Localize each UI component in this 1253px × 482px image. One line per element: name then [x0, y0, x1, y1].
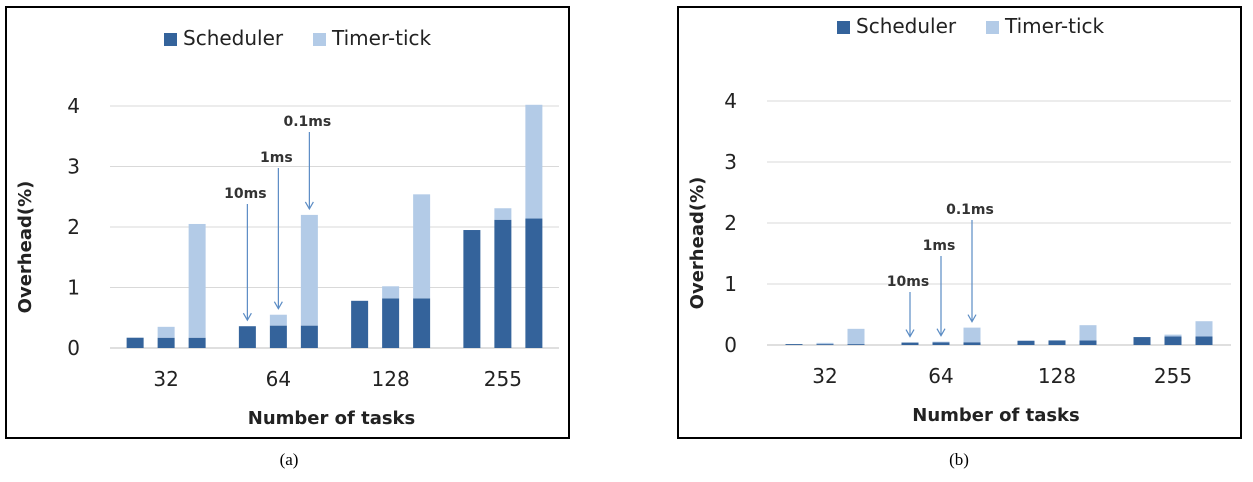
scheduler-bar-segment — [351, 300, 369, 348]
scheduler-bar-segment — [126, 337, 144, 348]
timer-tick-bar-segment — [525, 104, 543, 219]
annotation-label: 0.1ms — [284, 114, 332, 130]
y-tick-label: 4 — [724, 89, 737, 113]
timer-tick-bar-segment — [382, 286, 400, 299]
timer-tick-bar-segment — [413, 194, 431, 299]
timer-tick-bar-segment — [847, 328, 865, 345]
timer-tick-bar-segment — [932, 341, 950, 343]
annotation-label: 0.1ms — [946, 202, 994, 218]
timer-tick-bar-segment — [157, 326, 175, 338]
scheduler-bar-segment — [238, 326, 256, 348]
scheduler-bar-segment — [816, 344, 834, 345]
scheduler-bar-segment — [1164, 336, 1182, 345]
timer-tick-bar-segment — [300, 214, 318, 326]
y-tick-label: 1 — [724, 272, 737, 296]
scheduler-bar-segment — [525, 218, 543, 348]
chart-panel-b: 0 1 2 3 4 32 64 128 255 Number of tasks Overhead(%… — [677, 6, 1242, 439]
annotation-label: 1ms — [260, 150, 293, 166]
y-axis-title: Overhead(%) — [15, 181, 36, 314]
scheduler-bar-segment — [1133, 337, 1151, 345]
scheduler-bar-segment — [847, 344, 865, 345]
annotation-arrow-head — [967, 314, 977, 323]
caption-b: (b) — [949, 450, 969, 469]
legend-swatch-scheduler — [837, 21, 850, 34]
stacked-bar-chart-b: 0 1 2 3 4 32 64 128 255 Number of tasks Overhead(%… — [687, 14, 1231, 426]
scheduler-bar-segment — [300, 325, 318, 348]
annotation-arrow-head — [273, 301, 283, 310]
scheduler-bar-segment — [963, 342, 981, 345]
annotation-arrow-head — [905, 329, 915, 338]
legend-label-timer-tick: Timer-tick — [331, 26, 432, 50]
y-tick-label: 2 — [67, 215, 80, 239]
annotation-arrow-head — [242, 312, 252, 322]
x-axis-title: Number of tasks — [912, 405, 1079, 426]
x-tick-label: 255 — [484, 367, 522, 391]
scheduler-bar-segment — [1195, 336, 1213, 345]
annotation-arrow-head — [936, 328, 946, 337]
legend-label-scheduler: Scheduler — [856, 14, 957, 38]
y-tick-label: 1 — [67, 276, 80, 300]
scheduler-bar-segment — [901, 342, 919, 345]
scheduler-bar-segment — [382, 298, 400, 348]
timer-tick-bar-segment — [494, 208, 512, 220]
scheduler-bar-segment — [932, 342, 950, 345]
y-tick-label: 3 — [724, 150, 737, 174]
stacked-bar-chart-a: 0 1 2 3 4 32 64 128 255 Number of tasks Overhead(%… — [15, 26, 559, 429]
legend-label-timer-tick: Timer-tick — [1004, 14, 1105, 38]
x-tick-label: 128 — [1038, 364, 1076, 388]
scheduler-bar-segment — [785, 344, 803, 345]
timer-tick-bar-segment — [1195, 321, 1213, 337]
scheduler-bar-segment — [188, 337, 206, 348]
legend-swatch-timer-tick — [986, 21, 999, 34]
chart-panel-a: 0 1 2 3 4 32 64 128 255 Number of tasks Overhead(%… — [5, 6, 570, 439]
annotation-label: 1ms — [923, 238, 956, 254]
timer-tick-bar-segment — [963, 327, 981, 343]
timer-tick-bar-segment — [188, 223, 206, 338]
timer-tick-bar-segment — [1079, 325, 1097, 341]
y-tick-label: 2 — [724, 211, 737, 235]
annotation-arrow-head — [304, 201, 314, 211]
scheduler-bar-segment — [157, 337, 175, 348]
scheduler-bar-segment — [494, 219, 512, 348]
x-tick-label: 64 — [266, 367, 291, 391]
x-axis-title: Number of tasks — [248, 408, 415, 429]
y-tick-label: 0 — [724, 333, 737, 357]
y-tick-label: 0 — [67, 336, 80, 360]
y-tick-label: 3 — [67, 155, 80, 179]
scheduler-bar-segment — [269, 325, 287, 348]
x-tick-label: 128 — [372, 367, 410, 391]
x-tick-label: 255 — [1154, 364, 1192, 388]
scheduler-bar-segment — [463, 230, 481, 348]
scheduler-bar-segment — [1048, 340, 1066, 345]
legend-swatch-scheduler — [164, 33, 177, 46]
scheduler-bar-segment — [1079, 340, 1097, 345]
annotation-label: 10ms — [224, 186, 266, 202]
y-axis-title: Overhead(%) — [687, 177, 708, 310]
x-tick-label: 64 — [928, 364, 953, 388]
caption-a: (a) — [279, 450, 299, 469]
y-tick-label: 4 — [67, 94, 80, 118]
legend-label-scheduler: Scheduler — [183, 26, 284, 50]
timer-tick-bar-segment — [269, 314, 287, 326]
timer-tick-bar-segment — [816, 342, 834, 345]
annotation-label: 10ms — [887, 274, 929, 290]
legend-swatch-timer-tick — [313, 33, 326, 46]
x-tick-label: 32 — [153, 367, 178, 391]
scheduler-bar-segment — [413, 298, 431, 348]
x-tick-label: 32 — [812, 364, 837, 388]
timer-tick-bar-segment — [1164, 334, 1182, 337]
scheduler-bar-segment — [1017, 340, 1035, 345]
